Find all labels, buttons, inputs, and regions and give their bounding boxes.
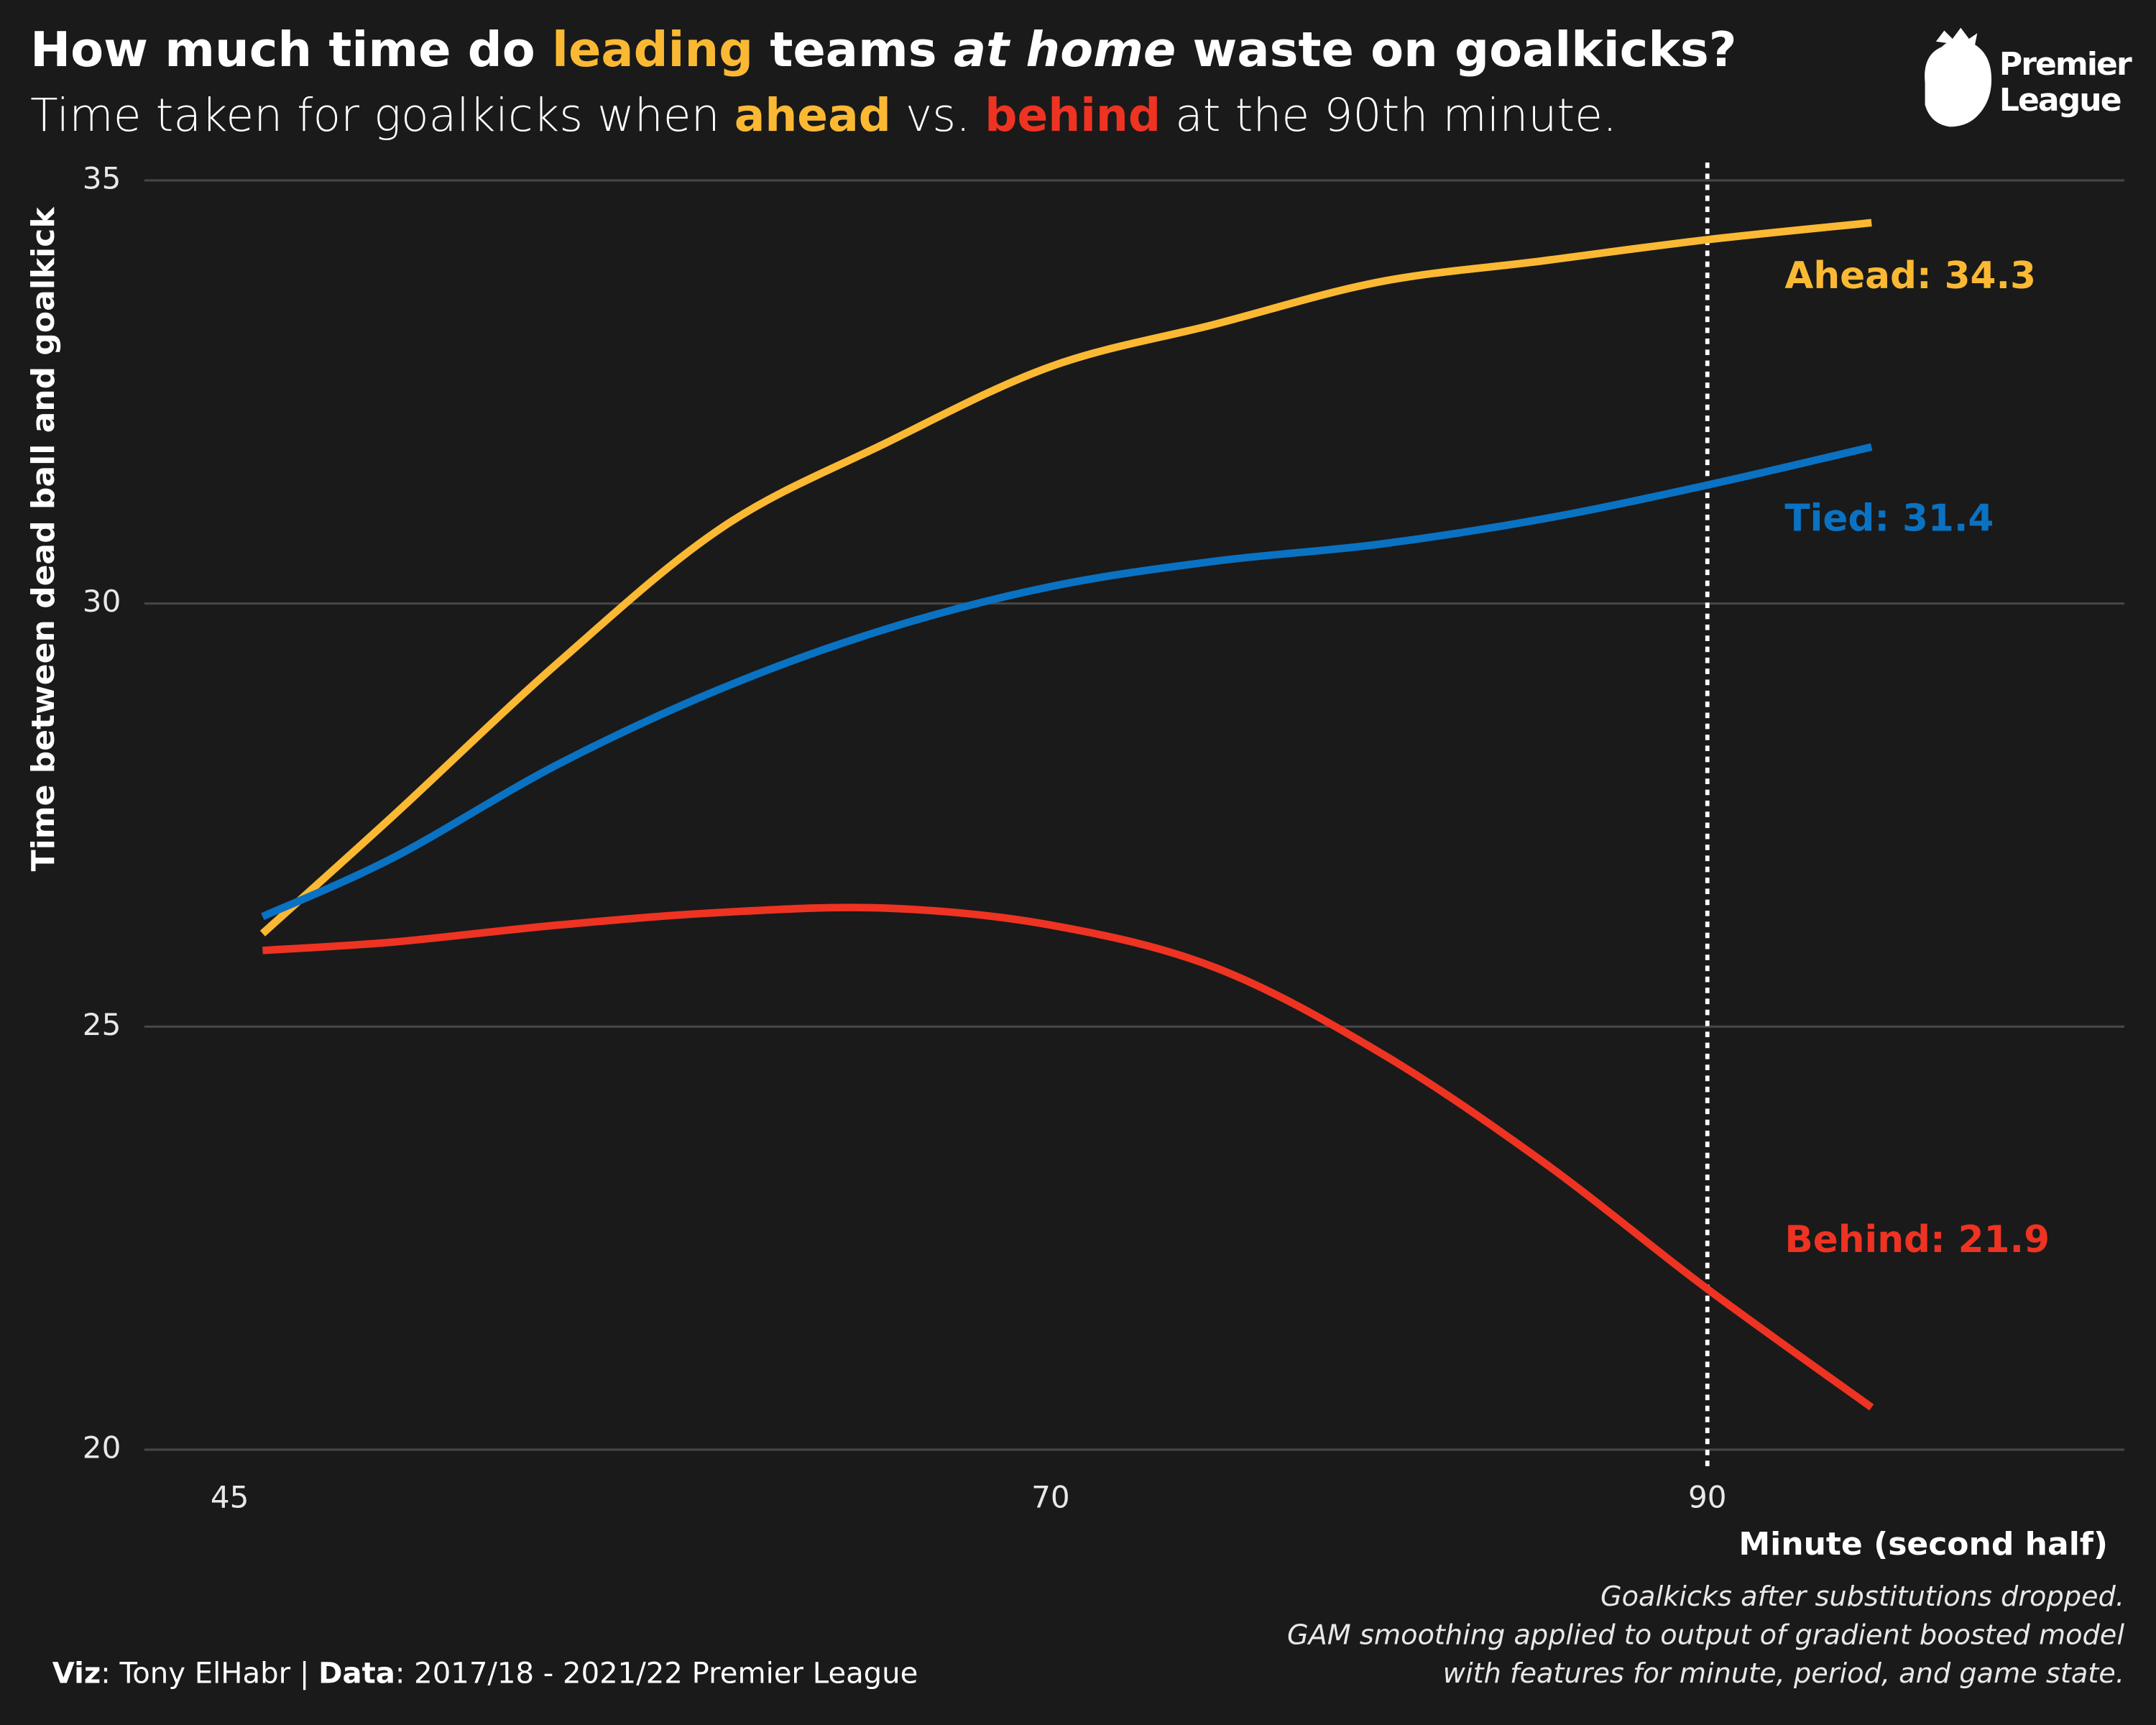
logo-icon (1925, 27, 1992, 127)
text-segment: : Tony ElHabr | (101, 1657, 318, 1690)
y-tick-label: 30 (83, 584, 121, 619)
logo-text: Premier (1999, 46, 2132, 83)
text-segment: Data (318, 1657, 395, 1690)
text-segment: : 2017/18 - 2021/22 Premier League (395, 1657, 918, 1690)
chart-title: How much time do leading teams at home w… (30, 22, 1736, 78)
text-segment: at home (954, 22, 1176, 78)
note: GAM smoothing applied to output of gradi… (1287, 1619, 2124, 1652)
chart-subtitle: Time taken for goalkicks when ahead vs. … (30, 88, 1617, 142)
x-tick-label: 70 (1031, 1479, 1070, 1514)
logo-text: League (1999, 82, 2121, 119)
line (261, 443, 1873, 921)
x-tick-label: 45 (211, 1479, 249, 1514)
note: with features for minute, period, and ga… (1443, 1657, 2124, 1690)
grid (144, 179, 2124, 1451)
text-segment: ahead (734, 88, 891, 142)
line (262, 903, 1874, 1411)
y-tick-label: 25 (83, 1007, 121, 1042)
text-segment: Viz (52, 1657, 101, 1690)
y-tick-label: 20 (83, 1430, 121, 1465)
series-label: Tied: 31.4 (1784, 497, 1994, 540)
series-label: Behind: 21.9 (1784, 1218, 2050, 1261)
text-segment: How much time do (30, 22, 552, 78)
text-segment: teams (753, 22, 954, 78)
note: Goalkicks after substitutions dropped. (1600, 1581, 2124, 1613)
text-segment: Time taken for goalkicks when (30, 88, 734, 142)
text-segment: vs. (891, 88, 985, 142)
series-label: Ahead: 34.3 (1784, 254, 2036, 298)
y-tick-label: 35 (83, 161, 121, 196)
x-axis-label: Minute (second half) (1738, 1526, 2108, 1563)
text-segment: behind (985, 88, 1161, 142)
text-segment: leading (552, 22, 753, 78)
text-segment: waste on goalkicks? (1176, 22, 1736, 78)
x-tick-label: 90 (1688, 1479, 1727, 1514)
text-segment: at the 90th minute. (1161, 88, 1617, 142)
y-axis-label: Time between dead ball and goalkick (25, 206, 62, 872)
caption: Viz: Tony ElHabr | Data: 2017/18 - 2021/… (52, 1657, 918, 1690)
line (259, 218, 1872, 937)
